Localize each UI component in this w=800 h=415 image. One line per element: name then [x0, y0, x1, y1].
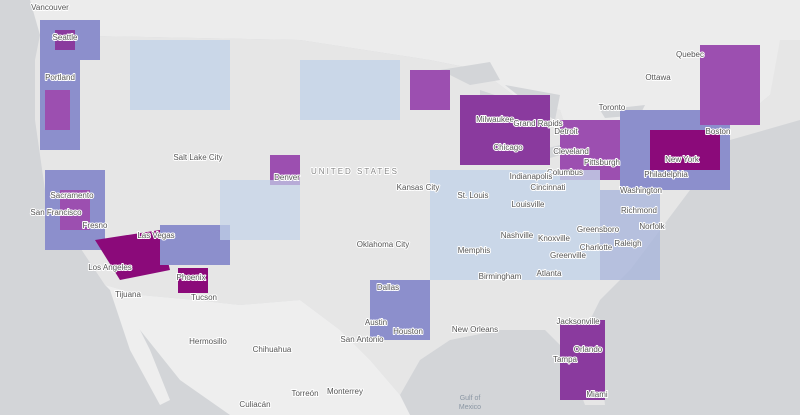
city-label: Sacramento — [50, 191, 94, 200]
city-label: Louisville — [512, 200, 545, 209]
city-label: Hermosillo — [189, 337, 227, 346]
region — [600, 190, 660, 280]
city-label: Columbus — [547, 168, 583, 177]
canada-land — [0, 0, 800, 150]
city-label: San Francisco — [30, 208, 82, 217]
city-label: Tijuana — [115, 290, 141, 299]
city-label: Kansas City — [397, 183, 440, 192]
city-label: Salt Lake City — [173, 153, 222, 162]
city-label: San Antonio — [340, 335, 384, 344]
region — [300, 60, 400, 120]
region — [55, 30, 75, 50]
region — [178, 268, 208, 293]
city-label: Austin — [365, 318, 387, 327]
lake — [440, 62, 500, 85]
city-label: Portland — [45, 73, 75, 82]
labels: UNITED STATES Gulf of Mexico Vancouver Se… — [29, 2, 731, 411]
city-label: Greensboro — [577, 225, 620, 234]
city-label: Indianapolis — [510, 172, 553, 181]
region — [460, 95, 550, 165]
city-label: Jacksonville — [556, 317, 600, 326]
city-label: Oklahoma City — [357, 240, 409, 249]
region — [220, 180, 300, 240]
city-label: Philadelphia — [644, 170, 688, 179]
city-label: St. Louis — [457, 191, 488, 200]
city-label: New Orleans — [452, 325, 498, 334]
city-label: Nashville — [501, 231, 534, 240]
city-label: Washington — [620, 186, 662, 195]
region — [130, 40, 230, 110]
region — [45, 90, 70, 130]
city-label: Birmingham — [479, 272, 522, 281]
baja — [110, 290, 170, 405]
city-label: Cincinnati — [530, 183, 565, 192]
city-label: Charlotte — [580, 243, 613, 252]
city-label: Cleveland — [553, 147, 589, 156]
city-label: Chihuahua — [253, 345, 292, 354]
city-label: Torreón — [291, 389, 318, 398]
city-label: Detroit — [554, 127, 578, 136]
country-label: UNITED STATES — [311, 167, 399, 176]
city-label: Milwaukee — [476, 115, 514, 124]
city-label: Orlando — [574, 345, 603, 354]
city-label: Seattle — [53, 33, 78, 42]
city-label: New York — [665, 155, 700, 164]
region — [410, 70, 450, 110]
city-label: Fresno — [83, 221, 108, 230]
city-label: Knoxville — [538, 234, 571, 243]
region — [160, 225, 230, 265]
city-label: Pittsburgh — [584, 158, 620, 167]
city-label: Los Angeles — [88, 263, 132, 272]
city-label: Houston — [393, 327, 423, 336]
region — [60, 190, 90, 230]
region — [95, 230, 170, 280]
city-label: Atlanta — [537, 269, 562, 278]
city-label: Tucson — [191, 293, 217, 302]
city-label: Grand Rapids — [513, 119, 562, 128]
region — [650, 130, 720, 170]
city-label: Raleigh — [614, 239, 641, 248]
us-land — [35, 35, 800, 405]
city-label: Las Vegas — [137, 231, 174, 240]
region — [430, 170, 600, 280]
city-label: Quebec — [676, 50, 704, 59]
region — [370, 280, 430, 340]
city-label: Ottawa — [645, 73, 671, 82]
city-label: Norfolk — [639, 222, 665, 231]
water-label: Gulf of — [460, 395, 481, 402]
city-label: Tampa — [553, 355, 578, 364]
water-label: Mexico — [459, 404, 481, 411]
city-label: Culiacán — [239, 400, 270, 409]
city-label: Chicago — [493, 143, 523, 152]
city-label: Memphis — [458, 246, 490, 255]
city-label: Monterrey — [327, 387, 363, 396]
choropleth — [40, 20, 760, 400]
city-label: Phoenix — [177, 273, 206, 282]
city-label: Toronto — [599, 103, 626, 112]
region — [700, 45, 760, 125]
mexico-land — [105, 285, 410, 415]
city-label: Miami — [586, 390, 608, 399]
city-label: Richmond — [621, 206, 657, 215]
city-label: Greenville — [550, 251, 587, 260]
city-label: Boston — [706, 127, 731, 136]
region — [560, 320, 605, 400]
city-label: Denver — [274, 173, 300, 182]
city-label: Dallas — [377, 283, 399, 292]
city-label: Vancouver — [31, 3, 69, 12]
